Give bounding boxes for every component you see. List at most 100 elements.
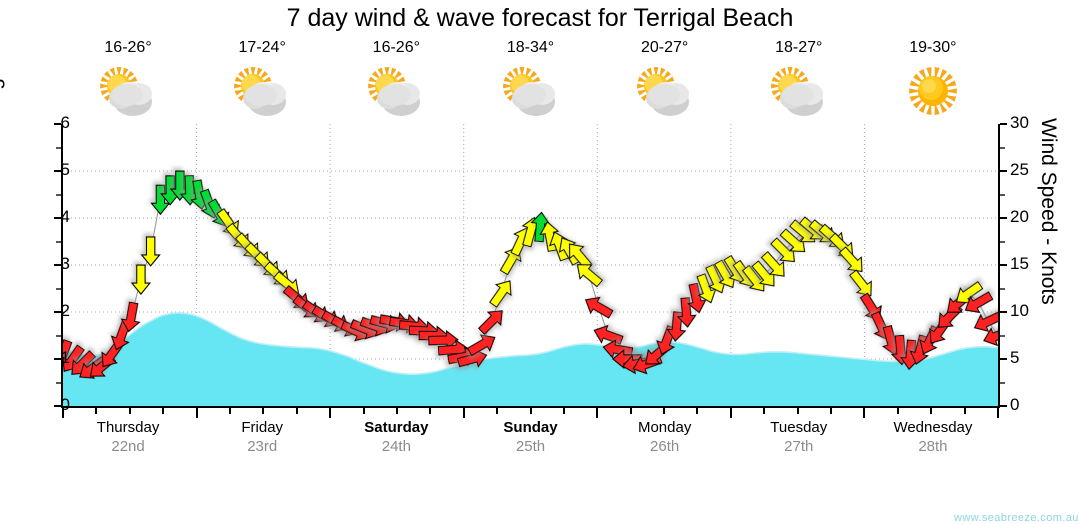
tick-bottom-major (462, 408, 465, 418)
tick-bottom-major (863, 408, 866, 418)
wind-arrow (466, 334, 496, 357)
wind-arrow (576, 264, 604, 288)
y-axis-right (998, 124, 1000, 408)
day-temperature: 16-26° (372, 39, 420, 56)
tick-bottom-major (596, 408, 599, 418)
tick-left (54, 217, 61, 219)
day-label-sunday: Sunday 25th (464, 418, 598, 457)
day-header-saturday: 16-26° (329, 38, 463, 120)
day-temperature: 16-26° (104, 39, 152, 56)
tick-bottom-minor (830, 408, 833, 414)
wind-arrow (848, 269, 872, 297)
y-tick-right-25: 25 (1010, 160, 1029, 179)
day-label-monday: Monday 26th (598, 418, 732, 457)
day-header-monday: 20-27° (598, 38, 732, 120)
day-header-sunday: 18-34° (464, 38, 598, 120)
tick-left-minor (56, 146, 61, 149)
y-tick-left-4: 4 (60, 207, 70, 226)
sun-icon (909, 67, 957, 115)
day-date: 24th (381, 438, 411, 455)
tick-right-minor (1000, 287, 1005, 290)
day-date: 23rd (247, 438, 278, 455)
tick-bottom-major (195, 408, 198, 418)
day-date: 25th (515, 438, 546, 455)
day-label-friday: Friday 23rd (195, 418, 329, 457)
day-name: Tuesday (770, 419, 828, 436)
tick-bottom-major (329, 408, 332, 418)
wind-arrow (964, 291, 994, 314)
sun-behind-cloud-icon (100, 67, 153, 116)
y-tick-right-15: 15 (1010, 254, 1029, 273)
day-label-wednesday: Wednesday 28th (866, 418, 1000, 457)
tick-bottom-minor (429, 408, 432, 414)
y-axis-right-label: Wind Speed - Knots (1037, 118, 1060, 305)
tick-bottom-minor (930, 408, 933, 414)
day-temperature: 19-30° (909, 39, 957, 56)
tick-bottom-minor (295, 408, 298, 414)
tick-right (1000, 311, 1007, 313)
tick-right (1000, 405, 1007, 407)
y-tick-left-2: 2 (60, 301, 70, 320)
tick-left-minor (56, 193, 61, 196)
tick-right (1000, 264, 1007, 266)
sun-behind-cloud-icon (368, 67, 421, 116)
tick-right (1000, 358, 1007, 360)
y-axis-left-label: Wave Height - Metres (0, 0, 5, 180)
tick-bottom-minor (228, 408, 231, 414)
y-tick-right-30: 30 (1010, 113, 1029, 132)
wind-arrow (140, 236, 161, 267)
wind-arrow (838, 246, 863, 273)
tick-right-minor (1000, 381, 1005, 384)
tick-bottom-major (729, 408, 732, 418)
wind-arrow (120, 301, 141, 333)
day-name: Monday (637, 419, 692, 436)
day-header-tuesday: 18-27° (732, 38, 866, 120)
day-label-tuesday: Tuesday 27th (732, 418, 866, 457)
tick-bottom-minor (529, 408, 532, 414)
y-tick-right-20: 20 (1010, 207, 1029, 226)
tick-bottom-major (62, 408, 64, 418)
tick-bottom-minor (696, 408, 699, 414)
tick-bottom-minor (162, 408, 165, 414)
tick-right (1000, 170, 1007, 172)
day-temperature: 17-24° (238, 39, 286, 56)
tick-bottom-minor (963, 408, 966, 414)
plot-area: www.seabreeze.com.au (54, 123, 1078, 524)
sun-behind-cloud-icon (502, 67, 555, 116)
day-name: Wednesday (893, 419, 973, 436)
day-header-wednesday: 19-30° (866, 38, 1000, 120)
tick-bottom-minor (562, 408, 565, 414)
tick-right-minor (1000, 334, 1005, 337)
y-tick-left-0: 0 (60, 395, 70, 414)
tick-left-minor (56, 240, 61, 243)
tick-bottom-minor (362, 408, 365, 414)
tick-bottom-minor (663, 408, 666, 414)
sun-behind-cloud-icon (234, 67, 287, 116)
day-date: 27th (784, 438, 814, 455)
tick-left (54, 264, 61, 266)
y-tick-left-3: 3 (60, 254, 70, 273)
tick-left-minor (56, 381, 61, 384)
day-label-thursday: Thursday 22nd (61, 418, 195, 457)
tick-right (1000, 217, 1007, 219)
y-tick-left-1: 1 (60, 348, 70, 367)
day-date: 22nd (111, 438, 145, 455)
day-temperature: 18-27° (775, 39, 823, 56)
y-axis-left (61, 124, 63, 408)
tick-bottom-minor (896, 408, 899, 414)
day-date: 26th (650, 438, 680, 455)
tick-bottom-minor (629, 408, 632, 414)
wind-arrow (584, 296, 614, 319)
tick-left-minor (56, 334, 61, 337)
tick-right (1000, 123, 1007, 125)
day-name: Saturday (364, 419, 429, 436)
tick-bottom-minor (763, 408, 766, 414)
wind-arrow (130, 264, 152, 295)
tick-bottom-minor (262, 408, 265, 414)
tick-left (54, 311, 61, 313)
wind-arrow (686, 282, 707, 314)
sun-behind-cloud-icon (636, 67, 689, 116)
day-label-saturday: Saturday 24th (329, 418, 463, 457)
tick-left-minor (56, 287, 61, 290)
